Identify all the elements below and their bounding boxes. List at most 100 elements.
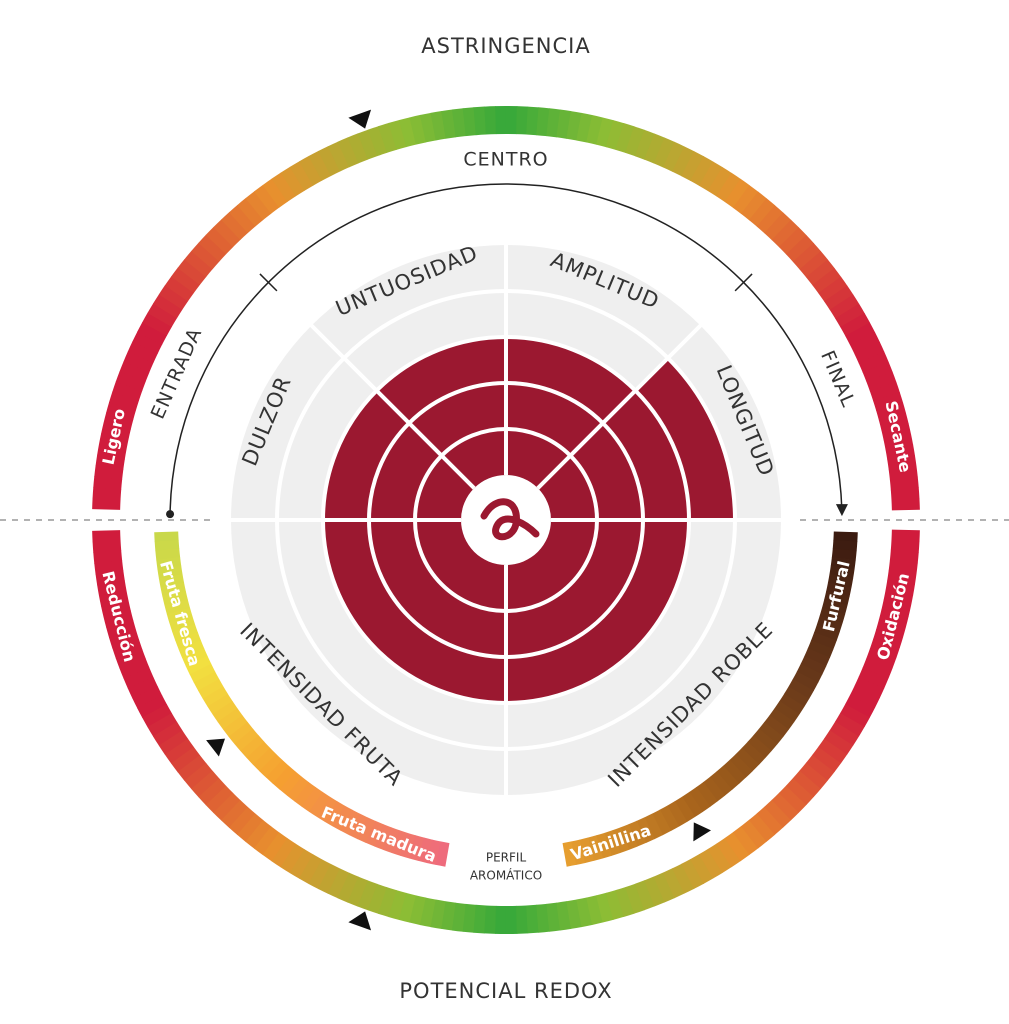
ring-segment <box>546 902 561 932</box>
ring-segment <box>735 747 760 772</box>
phase-tick <box>259 273 278 292</box>
ring-segment <box>634 129 655 160</box>
ring-segment <box>779 693 805 715</box>
ring-segment <box>785 235 815 263</box>
ring-segment <box>132 686 163 709</box>
ring-segment <box>707 843 732 873</box>
ring-segment <box>337 872 359 903</box>
ring-segment <box>419 897 437 928</box>
ring-segment <box>398 892 417 923</box>
phase-label: FINAL <box>816 348 859 411</box>
ring-segment <box>840 313 871 337</box>
ring-segment <box>764 212 792 241</box>
ring-segment <box>123 351 154 373</box>
title-top: ASTRINGENCIA <box>421 34 591 58</box>
ring-segment <box>858 667 889 689</box>
ring-segment <box>164 276 195 302</box>
ring-segment <box>473 904 487 934</box>
perfil-label: Fruta madura <box>319 803 439 866</box>
ring-segment <box>265 759 290 784</box>
ring-segment <box>198 234 227 262</box>
ring-segment <box>681 791 703 818</box>
ring-segment <box>127 676 158 699</box>
ring-segment <box>625 883 645 914</box>
ring-segment <box>347 133 369 164</box>
ring-segment <box>829 294 860 319</box>
ring-segment <box>854 676 885 699</box>
ring-segment <box>747 735 772 759</box>
ring-segment <box>889 476 919 491</box>
ring-segment <box>818 738 848 764</box>
ring-segment <box>271 838 297 868</box>
ring-segment <box>536 107 550 137</box>
ring-segment <box>792 671 819 692</box>
ring-segment <box>586 895 604 925</box>
ring-segment <box>280 843 305 874</box>
ring-segment <box>804 648 831 667</box>
ring-segment <box>796 663 823 683</box>
ring-segment <box>299 155 323 186</box>
ring-segment <box>309 791 331 818</box>
ring-segment <box>286 776 309 802</box>
ring-segment <box>198 778 227 806</box>
ring-segment <box>409 114 427 145</box>
ring-segment <box>807 640 834 658</box>
ring-segment <box>191 770 220 798</box>
ring-segment <box>223 715 248 738</box>
ring-segment <box>854 341 885 364</box>
ring-segment <box>662 868 685 899</box>
ring-segment <box>123 667 154 689</box>
ring-segment <box>164 738 195 764</box>
sector-value <box>506 520 689 703</box>
ring-segment <box>722 759 747 784</box>
ring-segment <box>318 146 341 177</box>
ring-segment <box>388 890 407 921</box>
ring-segment <box>409 895 427 926</box>
ring-segment <box>271 172 297 202</box>
perfil-label: PERFIL <box>486 851 527 865</box>
ring-segment <box>546 108 561 138</box>
ring-segment <box>357 880 378 911</box>
ring-segment <box>142 704 172 728</box>
ring-segment <box>811 632 837 650</box>
ring-segment <box>698 848 723 879</box>
ring-segment <box>213 792 241 821</box>
ring-segment <box>562 841 577 867</box>
ring-segment <box>154 539 180 552</box>
ring-segment <box>318 863 341 894</box>
ring-segment <box>644 813 664 840</box>
ring-segment <box>596 892 614 923</box>
ring-segment <box>674 796 696 822</box>
ring-segment <box>690 854 714 884</box>
ring-segment <box>327 868 350 899</box>
phase-start <box>166 510 175 519</box>
ring-segment <box>644 133 665 164</box>
ring-segment <box>651 809 672 836</box>
ring-segment <box>703 776 726 802</box>
ring-segment <box>724 178 750 209</box>
logo <box>480 498 540 541</box>
ring-segment <box>586 115 604 145</box>
ring-segment <box>716 837 741 868</box>
ring-segment <box>890 487 920 501</box>
ring-segment <box>198 678 224 700</box>
ring-segment <box>398 117 417 148</box>
ring-segment <box>462 903 477 933</box>
ring-segment <box>137 321 168 345</box>
phase-tick <box>734 273 753 292</box>
ring-segment <box>792 770 822 798</box>
ring-segment <box>785 777 815 805</box>
ring-segment <box>462 107 477 137</box>
ring-segment <box>732 185 759 215</box>
ring-segment <box>262 832 288 862</box>
ring-segment <box>289 849 314 879</box>
ring-segment <box>388 119 407 150</box>
ring-segment <box>252 747 277 772</box>
ring-segment <box>132 331 163 354</box>
ring-segment <box>441 109 457 139</box>
ring-segment <box>189 663 216 683</box>
ring-segment <box>430 111 447 141</box>
ring-segment <box>158 285 189 310</box>
ring-segment <box>147 303 178 328</box>
ring-segment <box>153 294 183 319</box>
